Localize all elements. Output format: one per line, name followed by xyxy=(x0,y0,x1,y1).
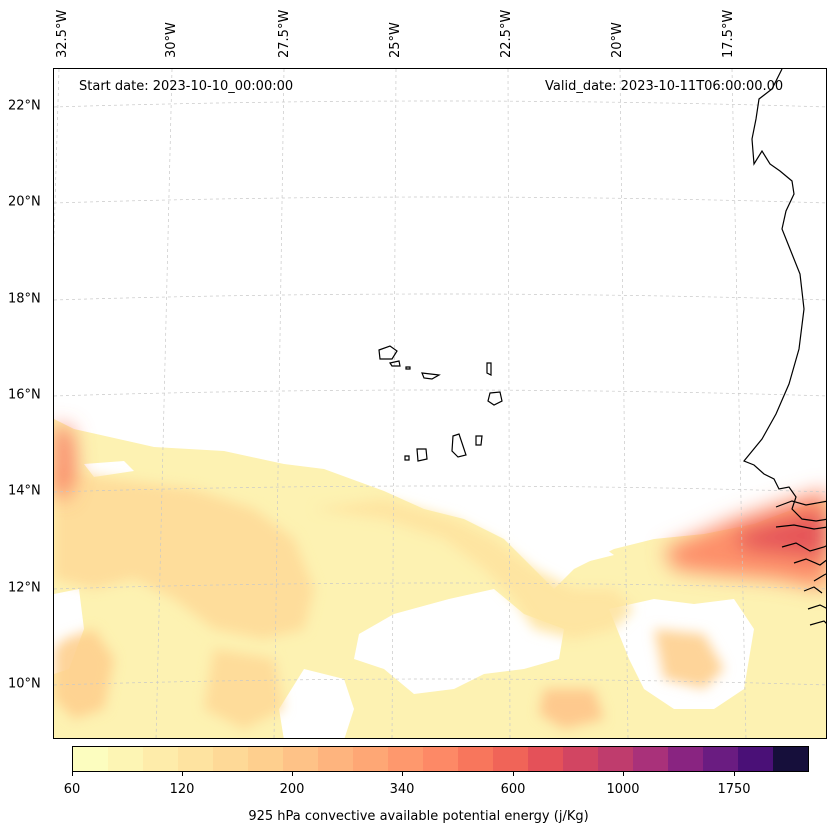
cape-blob-west-band xyxy=(54,469,314,639)
colorbar-tickmark-600 xyxy=(513,772,514,776)
colorbar-tickmark-120 xyxy=(182,772,183,776)
lat-label-18n: 18°N xyxy=(8,291,41,307)
colorbar-segment-15 xyxy=(598,747,633,771)
colorbar-tickmark-200 xyxy=(292,772,293,776)
island-sao-nicolau xyxy=(421,372,441,380)
cape-gap-top-right xyxy=(554,539,614,565)
colorbar-segment-17 xyxy=(668,747,703,771)
guinea-bissau-coast xyxy=(781,542,826,626)
gridline-lat-16n xyxy=(54,389,826,397)
colorbar-label: 925 hPa convective available potential e… xyxy=(248,809,589,824)
gridline-lon-25w xyxy=(391,69,397,738)
colorbar-segment-7 xyxy=(318,747,353,771)
cape-west-edge-max xyxy=(54,424,76,499)
lat-label-14n: 14°N xyxy=(8,483,41,499)
island-brava xyxy=(404,455,410,461)
cape-blob-central-band xyxy=(314,499,634,639)
colorbar-segment-18 xyxy=(703,747,738,771)
gridline-lon-22-5w xyxy=(507,69,511,738)
colorbar-tickmark-60 xyxy=(72,772,73,776)
island-santa-luzia xyxy=(405,366,411,370)
gridline-lon-17-5w xyxy=(731,69,747,738)
colorbar-tick-1750: 1750 xyxy=(717,782,751,797)
gambia-outline xyxy=(775,500,826,530)
colorbar-tick-60: 60 xyxy=(63,782,81,797)
lon-label-17-5w: 17.5°W xyxy=(721,9,736,58)
cape-blob-southwest xyxy=(54,629,114,719)
colorbar-tick-200: 200 xyxy=(279,782,305,797)
lat-label-12n: 12°N xyxy=(8,580,41,596)
colorbar-tick-1000: 1000 xyxy=(606,782,640,797)
island-maio xyxy=(475,435,483,446)
cape-field xyxy=(54,419,826,738)
gridline-lat-20n xyxy=(54,196,826,204)
colorbar-segment-1 xyxy=(108,747,143,771)
colorbar-segment-10 xyxy=(423,747,458,771)
cape-gap-bottom xyxy=(279,669,354,738)
gridline-lat-18n xyxy=(54,293,826,301)
start-date-label: Start date: 2023-10-10_00:00:00 xyxy=(79,79,294,94)
colorbar-tickmark-1000 xyxy=(623,772,624,776)
gridline-lat-10n xyxy=(54,678,826,686)
cape-gap-top-left xyxy=(84,461,134,477)
lon-label-22-5w: 22.5°W xyxy=(499,9,514,58)
lon-label-25w: 25°W xyxy=(388,22,403,58)
gridline-lat-22n xyxy=(54,100,826,108)
island-sao-vicente xyxy=(389,360,401,367)
graticule xyxy=(54,69,826,738)
west-africa-coastline xyxy=(743,69,826,522)
colorbar-tickmark-340 xyxy=(402,772,403,776)
cape-gap-central xyxy=(354,589,564,694)
colorbar-tick-600: 600 xyxy=(500,782,526,797)
colorbar-segment-13 xyxy=(528,747,563,771)
colorbar-segment-16 xyxy=(633,747,668,771)
lat-label-16n: 16°N xyxy=(8,387,41,403)
colorbar-segment-11 xyxy=(458,747,493,771)
colorbar-segment-2 xyxy=(143,747,178,771)
colorbar-tick-120: 120 xyxy=(169,782,195,797)
lon-label-30w: 30°W xyxy=(164,22,179,58)
gridline-lat-14n xyxy=(54,485,826,493)
colorbar-tick-340: 340 xyxy=(389,782,415,797)
coastlines xyxy=(378,69,826,626)
gridline-lon-30w xyxy=(155,69,173,738)
colorbar-segment-4 xyxy=(213,747,248,771)
colorbar-segment-3 xyxy=(178,747,213,771)
island-santiago xyxy=(451,433,467,458)
colorbar-segment-19 xyxy=(738,747,773,771)
cape-blob-lower-center xyxy=(539,689,604,729)
lat-label-20n: 20°N xyxy=(8,194,41,210)
lon-label-32-5w: 32.5°W xyxy=(55,9,70,58)
island-santo-antao xyxy=(378,345,398,360)
island-fogo xyxy=(416,448,428,462)
map-panel[interactable] xyxy=(53,68,827,739)
colorbar xyxy=(72,746,809,772)
colorbar-segment-12 xyxy=(493,747,528,771)
valid-date-label: Valid_date: 2023-10-11T06:00:00.00 xyxy=(545,79,784,94)
colorbar-segment-5 xyxy=(248,747,283,771)
colorbar-tickmark-1750 xyxy=(734,772,735,776)
colorbar-segment-14 xyxy=(563,747,598,771)
lon-label-20w: 20°W xyxy=(610,22,625,58)
island-sal xyxy=(486,362,492,376)
gridline-lat-12n xyxy=(54,582,826,590)
map-canvas xyxy=(54,69,826,738)
gridline-lon-20w xyxy=(619,69,629,738)
lat-label-10n: 10°N xyxy=(8,676,41,692)
island-boa-vista xyxy=(487,391,503,406)
lat-label-22n: 22°N xyxy=(8,98,41,114)
lon-label-27-5w: 27.5°W xyxy=(277,9,292,58)
cape-blob-south xyxy=(204,649,284,729)
colorbar-segment-9 xyxy=(388,747,423,771)
colorbar-segment-20 xyxy=(773,747,808,771)
cape-blob-southeast xyxy=(654,629,724,689)
gridline-lon-27-5w xyxy=(273,69,285,738)
colorbar-segment-6 xyxy=(283,747,318,771)
colorbar-segment-8 xyxy=(353,747,388,771)
colorbar-segment-0 xyxy=(73,747,108,771)
